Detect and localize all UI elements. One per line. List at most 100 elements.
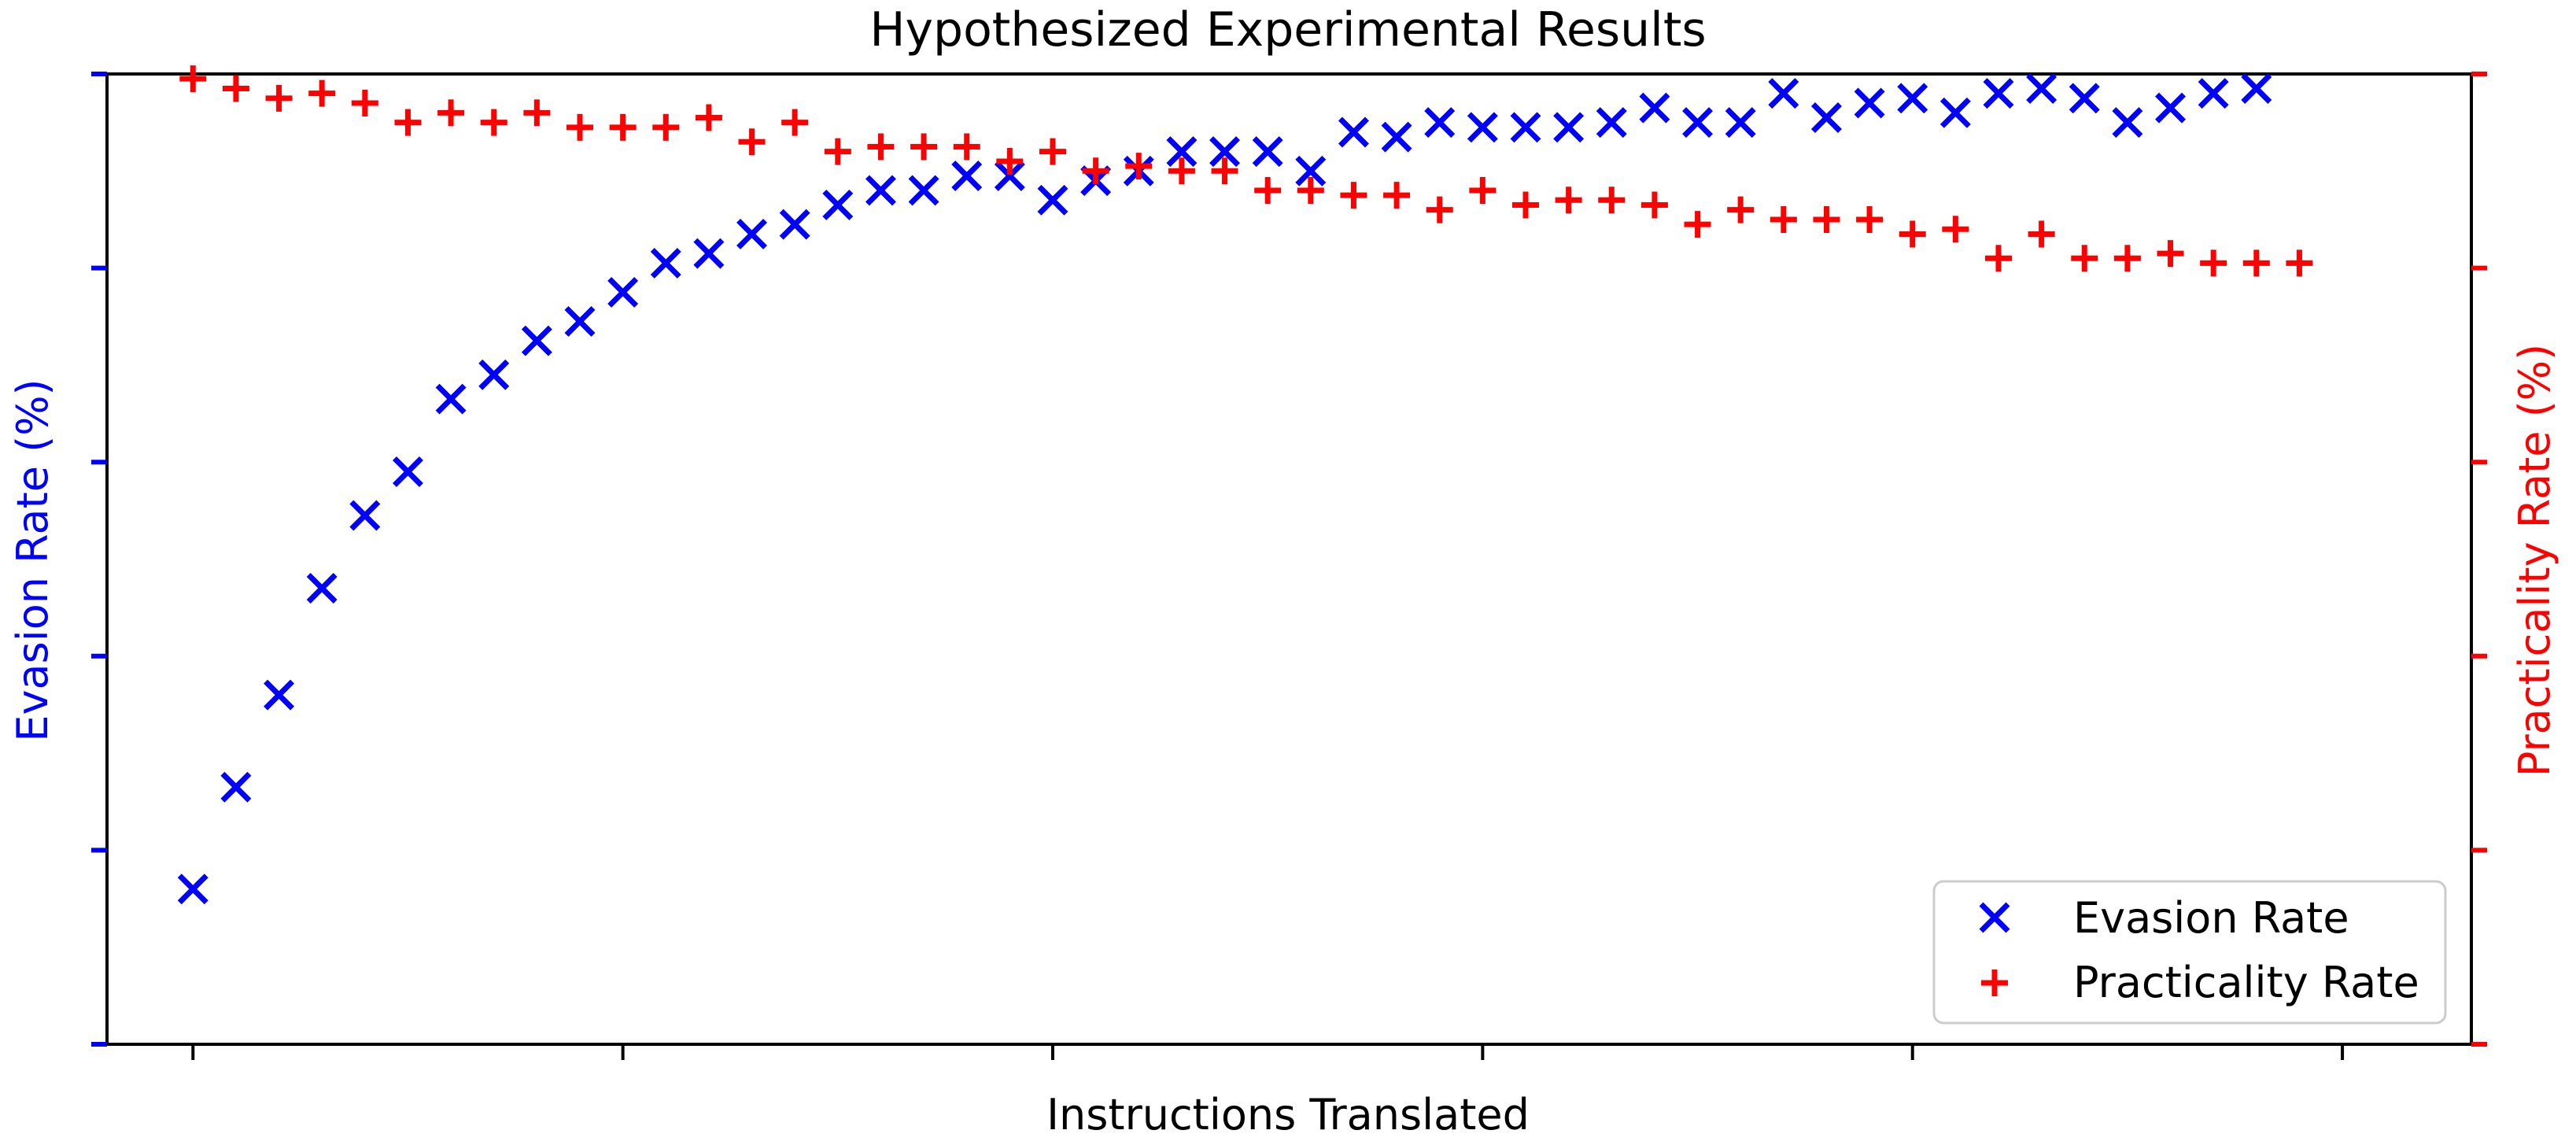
practicality-rate-point-31 <box>1512 191 1539 219</box>
evasion-rate-point-12 <box>693 238 725 269</box>
practicality-rate-point-22 <box>1125 153 1153 180</box>
evasion-rate-point-33 <box>1596 107 1627 139</box>
evasion-rate-point-11 <box>650 247 681 279</box>
plot-area <box>105 72 2473 1046</box>
legend-marker-x <box>1979 902 2010 933</box>
evasion-rate-point-29 <box>1424 107 1456 139</box>
legend-label-practicality-rate: Practicality Rate <box>2073 958 2419 1007</box>
practicality-rate-point-17 <box>910 133 938 161</box>
practicality-rate-point-44 <box>2071 245 2098 272</box>
evasion-rate-point-7 <box>478 359 510 390</box>
evasion-rate-point-45 <box>2112 107 2143 139</box>
practicality-rate-point-24 <box>1211 157 1238 185</box>
evasion-rate-point-36 <box>1725 107 1756 139</box>
plot-frame <box>105 72 2473 1046</box>
legend-marker-practicality-rate <box>1981 970 2008 996</box>
practicality-rate-point-11 <box>652 113 680 141</box>
evasion-rate-point-41 <box>1939 97 1971 128</box>
practicality-rate-point-5 <box>394 109 422 136</box>
practicality-rate-point-41 <box>1942 216 1969 243</box>
x-axis-ticks <box>191 1044 2345 1060</box>
practicality-rate-point-7 <box>480 109 507 136</box>
evasion-rate-point-32 <box>1553 112 1585 143</box>
practicality-rate-point-35 <box>1684 211 1711 238</box>
evasion-rate-point-30 <box>1467 112 1498 143</box>
practicality-rate-point-39 <box>1856 205 1884 233</box>
practicality-rate-point-30 <box>1469 176 1497 204</box>
evasion-rate-point-1 <box>220 771 252 803</box>
practicality-rate-point-49 <box>2286 249 2313 277</box>
practicality-rate-point-6 <box>437 99 465 127</box>
practicality-rate-point-15 <box>824 138 851 165</box>
legend-marker-evasion-rate <box>1979 902 2010 933</box>
evasion-rate-point-24 <box>1209 136 1241 168</box>
evasion-rate-point-28 <box>1381 121 1412 153</box>
practicality-rate-point-26 <box>1297 176 1324 204</box>
practicality-rate-point-34 <box>1640 191 1668 219</box>
practicality-rate-point-27 <box>1340 182 1367 209</box>
evasion-rate-point-16 <box>865 175 896 206</box>
evasion-rate-point-44 <box>2069 83 2100 114</box>
left-y-axis-ticks <box>91 72 107 1047</box>
evasion-rate-point-20 <box>1037 184 1068 216</box>
chart-marks <box>177 65 2313 905</box>
practicality-rate-point-32 <box>1555 187 1582 214</box>
practicality-rate-point-20 <box>1039 138 1066 165</box>
practicality-rate-point-10 <box>609 113 637 141</box>
x-axis-label: Instructions Translated <box>1046 1090 1530 1139</box>
evasion-rate-point-37 <box>1768 78 1799 109</box>
evasion-rate-point-3 <box>306 573 338 604</box>
practicality-rate-point-38 <box>1813 205 1840 233</box>
practicality-rate-point-42 <box>1985 245 2012 272</box>
evasion-rate-point-43 <box>2026 73 2057 104</box>
practicality-rate-point-9 <box>566 113 593 141</box>
evasion-rate-point-14 <box>779 209 810 240</box>
practicality-rate-point-33 <box>1598 187 1626 214</box>
practicality-rate-point-14 <box>781 109 809 136</box>
practicality-rate-point-19 <box>996 147 1024 175</box>
practicality-rate-point-47 <box>2200 249 2227 277</box>
legend-label-evasion-rate: Evasion Rate <box>2073 893 2349 943</box>
evasion-rate-point-8 <box>521 325 552 356</box>
practicality-rate-point-40 <box>1899 220 1926 248</box>
right-y-axis-label: Practicality Rate (%) <box>2510 344 2559 777</box>
practicality-rate-point-25 <box>1254 176 1282 204</box>
evasion-rate-point-31 <box>1510 112 1541 143</box>
practicality-rate-point-13 <box>738 128 766 156</box>
evasion-rate-point-13 <box>736 218 768 249</box>
evasion-rate-point-5 <box>392 456 423 488</box>
evasion-rate-point-0 <box>177 874 209 905</box>
practicality-rate-point-12 <box>695 104 722 131</box>
evasion-rate-point-17 <box>908 175 939 206</box>
evasion-rate-point-9 <box>564 305 596 337</box>
practicality-rate-point-36 <box>1727 196 1755 223</box>
legend-box <box>1932 880 2447 1025</box>
chart-title: Hypothesized Experimental Results <box>869 2 1706 57</box>
left-y-axis-label: Evasion Rate (%) <box>8 379 57 741</box>
evasion-rate-point-4 <box>349 500 381 531</box>
evasion-rate-point-18 <box>951 160 983 191</box>
practicality-rate-point-16 <box>867 133 895 161</box>
evasion-rate-point-23 <box>1166 136 1198 168</box>
practicality-rate-point-45 <box>2113 245 2141 272</box>
practicality-rate-point-0 <box>179 65 207 93</box>
evasion-rate-point-38 <box>1810 102 1842 133</box>
practicality-rate-point-43 <box>2028 220 2055 248</box>
practicality-rate-point-3 <box>308 79 336 107</box>
evasion-rate-point-10 <box>607 276 639 308</box>
evasion-rate-point-15 <box>822 189 854 220</box>
practicality-rate-point-46 <box>2157 240 2184 268</box>
evasion-rate-point-19 <box>994 160 1025 191</box>
evasion-rate-point-40 <box>1897 83 1928 114</box>
evasion-rate-point-34 <box>1639 92 1670 124</box>
evasion-rate-point-42 <box>1983 78 2014 109</box>
evasion-rate-point-48 <box>2241 73 2272 104</box>
evasion-rate-point-35 <box>1682 107 1714 139</box>
practicality-rate-point-8 <box>523 99 551 127</box>
evasion-rate-point-47 <box>2198 78 2229 109</box>
practicality-rate-point-21 <box>1082 157 1109 185</box>
evasion-rate-point-26 <box>1295 155 1327 187</box>
practicality-rate-point-4 <box>351 89 378 116</box>
practicality-rate-point-37 <box>1770 205 1797 233</box>
